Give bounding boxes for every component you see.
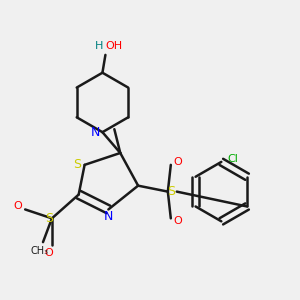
Text: H: H: [95, 41, 104, 51]
Text: O: O: [14, 202, 22, 212]
Text: CH₃: CH₃: [31, 246, 49, 256]
Text: N: N: [104, 210, 113, 224]
Text: O: O: [174, 216, 183, 226]
Text: O: O: [45, 248, 53, 258]
Text: S: S: [73, 158, 81, 171]
Text: N: N: [90, 126, 100, 139]
Text: OH: OH: [106, 41, 123, 51]
Text: Cl: Cl: [228, 154, 239, 164]
Text: O: O: [174, 157, 183, 167]
Text: S: S: [167, 185, 175, 198]
Text: S: S: [45, 212, 53, 225]
